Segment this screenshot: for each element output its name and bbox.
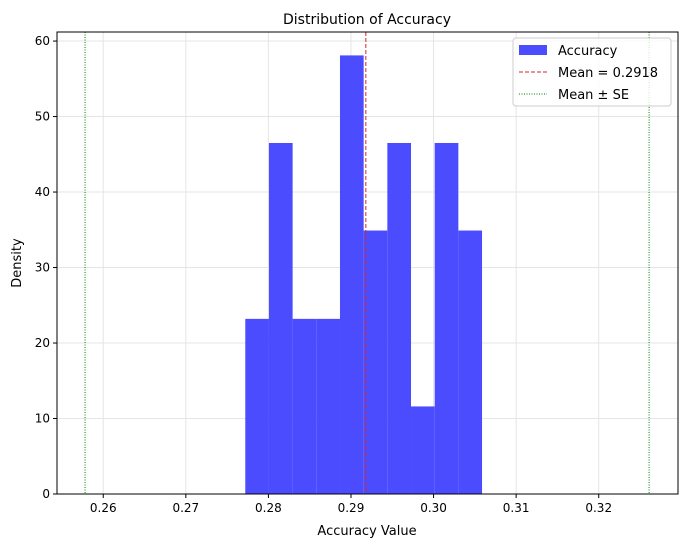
x-tick-label: 0.29 (338, 501, 365, 515)
y-tick-label: 50 (35, 110, 50, 124)
chart-title: Distribution of Accuracy (283, 12, 451, 28)
histogram-bar (292, 318, 317, 494)
x-tick-label: 0.32 (585, 501, 612, 515)
x-tick-label: 0.27 (172, 501, 199, 515)
legend: Accuracy Mean = 0.2918 Mean ± SE (512, 37, 672, 107)
histogram-bar (316, 318, 340, 494)
x-tick-label: 0.31 (503, 501, 530, 515)
y-axis-label: Density (10, 238, 25, 288)
y-tick-label: 60 (35, 34, 50, 48)
histogram-bar (339, 55, 364, 494)
y-tick-label: 40 (35, 185, 50, 199)
x-axis-label: Accuracy Value (317, 524, 416, 539)
histogram-bar (458, 230, 483, 494)
x-tick-label: 0.26 (90, 501, 117, 515)
histogram-bar (387, 142, 412, 494)
x-tick-label: 0.30 (420, 501, 447, 515)
histogram-bar (363, 230, 388, 494)
histogram-bar (268, 142, 293, 494)
legend-label-se: Mean ± SE (558, 88, 629, 103)
legend-label-mean: Mean = 0.2918 (558, 66, 658, 81)
y-tick-label: 0 (42, 487, 50, 501)
legend-swatch-accuracy (519, 45, 547, 55)
x-tick-label: 0.28 (255, 501, 282, 515)
y-tick-label: 30 (35, 261, 50, 275)
plot-frame (56, 31, 679, 495)
histogram-bar (245, 318, 269, 494)
histogram-bar (434, 142, 459, 494)
y-tick-label: 20 (35, 336, 50, 350)
legend-label-accuracy: Accuracy (558, 44, 618, 59)
y-tick-label: 10 (35, 412, 50, 426)
histogram-bar (411, 406, 435, 494)
